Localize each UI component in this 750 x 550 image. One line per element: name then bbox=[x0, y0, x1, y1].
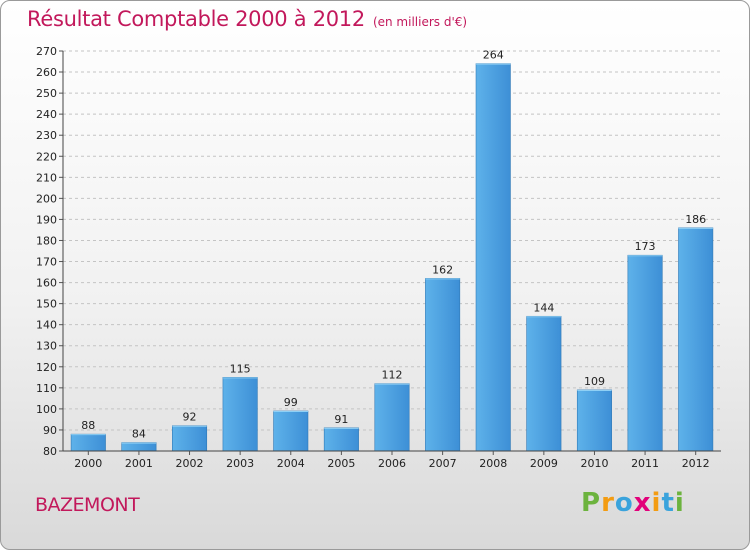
y-tick-label: 210 bbox=[36, 171, 57, 184]
y-tick-label: 220 bbox=[36, 150, 57, 163]
proxiti-logo[interactable]: Proxiti bbox=[581, 488, 685, 518]
bars: 88 84 92 115 99 91 112 162 264 144 109 173 186 bbox=[70, 49, 714, 452]
logo-letter: o bbox=[614, 488, 634, 518]
y-tick-label: 230 bbox=[36, 129, 57, 142]
data-label: 84 bbox=[132, 428, 146, 441]
y-tick-label: 250 bbox=[36, 87, 57, 100]
chart-title: Résultat Comptable 2000 à 2012 bbox=[27, 7, 365, 31]
y-tick-label: 160 bbox=[36, 277, 57, 290]
x-tick-label: 2005 bbox=[327, 457, 355, 470]
title-row: Résultat Comptable 2000 à 2012 (en millie… bbox=[27, 7, 467, 31]
x-tick-label: 2009 bbox=[530, 457, 558, 470]
axes: 8090100110120130140150160170180190200210… bbox=[36, 45, 721, 470]
x-tick-label: 2010 bbox=[580, 457, 608, 470]
bar bbox=[475, 63, 511, 452]
x-tick-label: 2003 bbox=[226, 457, 254, 470]
y-tick-label: 100 bbox=[36, 403, 57, 416]
x-tick-label: 2008 bbox=[479, 457, 507, 470]
x-tick-label: 2011 bbox=[631, 457, 659, 470]
y-tick-label: 190 bbox=[36, 213, 57, 226]
y-tick-label: 120 bbox=[36, 361, 57, 374]
commune-name: BAZEMONT bbox=[35, 494, 140, 516]
logo-letter: r bbox=[601, 488, 615, 518]
bar bbox=[273, 410, 309, 452]
bar bbox=[678, 227, 714, 452]
x-tick-label: 2002 bbox=[176, 457, 204, 470]
logo-letter: P bbox=[581, 488, 602, 518]
bar bbox=[222, 377, 258, 452]
bar bbox=[172, 425, 208, 452]
bar bbox=[627, 254, 663, 452]
data-label: 92 bbox=[183, 411, 197, 424]
y-tick-label: 140 bbox=[36, 319, 57, 332]
bar bbox=[323, 427, 359, 452]
logo-letter: x bbox=[633, 488, 652, 518]
y-tick-label: 150 bbox=[36, 298, 57, 311]
data-label: 99 bbox=[284, 396, 298, 409]
logo-letter: i bbox=[674, 488, 685, 518]
data-label: 109 bbox=[584, 375, 605, 388]
y-tick-label: 90 bbox=[43, 424, 57, 437]
bar bbox=[425, 278, 461, 452]
y-tick-label: 240 bbox=[36, 108, 57, 121]
data-label: 112 bbox=[382, 369, 403, 382]
bar bbox=[374, 383, 410, 452]
x-tick-label: 2012 bbox=[682, 457, 710, 470]
y-tick-label: 200 bbox=[36, 192, 57, 205]
data-label: 264 bbox=[483, 49, 504, 62]
y-tick-label: 180 bbox=[36, 234, 57, 247]
y-tick-label: 80 bbox=[43, 445, 57, 458]
bar bbox=[121, 442, 157, 452]
data-label: 162 bbox=[432, 263, 453, 276]
x-tick-label: 2007 bbox=[429, 457, 457, 470]
y-tick-label: 270 bbox=[36, 45, 57, 58]
data-label: 173 bbox=[635, 240, 656, 253]
bar bbox=[70, 433, 106, 452]
data-label: 115 bbox=[230, 362, 251, 375]
data-label: 88 bbox=[81, 419, 95, 432]
y-tick-label: 260 bbox=[36, 66, 57, 79]
data-label: 186 bbox=[685, 213, 706, 226]
y-tick-label: 110 bbox=[36, 382, 57, 395]
bar bbox=[526, 315, 562, 452]
data-label: 144 bbox=[533, 301, 554, 314]
x-tick-label: 2000 bbox=[74, 457, 102, 470]
y-tick-label: 130 bbox=[36, 340, 57, 353]
bar bbox=[576, 389, 612, 452]
x-tick-label: 2004 bbox=[277, 457, 305, 470]
data-label: 91 bbox=[334, 413, 348, 426]
x-tick-label: 2001 bbox=[125, 457, 153, 470]
logo-letter: i bbox=[651, 488, 662, 518]
logo-letter: t bbox=[661, 488, 675, 518]
chart-subtitle: (en milliers d'€) bbox=[372, 15, 468, 29]
y-tick-label: 170 bbox=[36, 256, 57, 269]
x-tick-label: 2006 bbox=[378, 457, 406, 470]
